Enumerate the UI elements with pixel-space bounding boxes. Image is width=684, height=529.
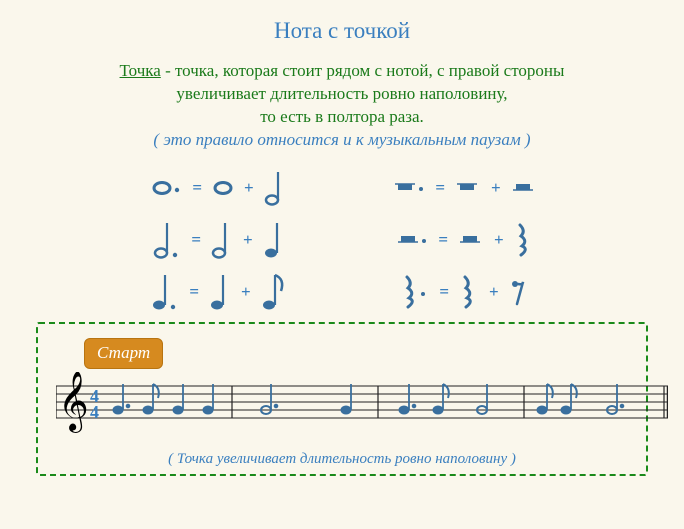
plus-sign: + <box>241 282 251 302</box>
eq-quarter-rest: = + <box>358 270 572 314</box>
half-note-icon <box>264 168 286 208</box>
equals-sign: = <box>438 230 448 250</box>
equals-sign: = <box>189 282 199 302</box>
treble-clef-icon: 𝄞 <box>58 372 89 433</box>
desc-line4: ( это правило относится и к музыкальным … <box>153 130 530 149</box>
eq-half-rest: = + <box>358 218 572 262</box>
page-title: Нота с точкой <box>20 18 664 44</box>
plus-sign: + <box>494 230 504 250</box>
eq-half-note: = + <box>112 218 326 262</box>
equals-sign: = <box>192 178 202 198</box>
half-rest-icon <box>511 177 537 199</box>
whole-rest-dotted-icon <box>393 177 425 199</box>
quarter-rest-icon <box>459 274 479 310</box>
quarter-note-icon <box>263 219 285 261</box>
desc-line2: увеличивает длительность ровно наполовин… <box>176 84 507 103</box>
half-rest-icon <box>458 229 484 251</box>
plus-sign: + <box>244 178 254 198</box>
quarter-rest-dotted-icon <box>401 274 429 310</box>
whole-note-dotted-icon <box>152 174 182 202</box>
eq-whole-note: = + <box>112 166 326 210</box>
footer-note: ( Точка увеличивает длительность ровно н… <box>56 451 628 468</box>
whole-note-icon <box>212 174 234 202</box>
whole-rest-icon <box>455 177 481 199</box>
equals-sign: = <box>439 282 449 302</box>
eighth-note-icon <box>261 271 287 313</box>
exercise-box: Старт <box>36 322 648 476</box>
equals-sign: = <box>435 178 445 198</box>
half-note-dotted-icon <box>153 219 181 261</box>
keyword-tochka: Точка <box>120 61 161 80</box>
quarter-note-icon <box>209 271 231 313</box>
half-note-icon <box>211 219 233 261</box>
time-sig-bot: 4 <box>90 402 99 422</box>
equals-sign: = <box>191 230 201 250</box>
plus-sign: + <box>489 282 499 302</box>
music-staff: 𝄞 4 4 <box>56 372 628 441</box>
equations-grid: = + = + = + = + <box>112 166 572 314</box>
description-block: Точка - точка, которая стоит рядом с нот… <box>20 60 664 152</box>
plus-sign: + <box>491 178 501 198</box>
plus-sign: + <box>243 230 253 250</box>
eighth-rest-icon <box>509 274 529 310</box>
start-button[interactable]: Старт <box>84 338 163 369</box>
quarter-note-dotted-icon <box>151 271 179 313</box>
quarter-rest-icon <box>514 222 534 258</box>
eq-quarter-note: = + <box>112 270 326 314</box>
desc-line3: то есть в полтора раза. <box>260 107 424 126</box>
desc-line1: - точка, которая стоит рядом с нотой, с … <box>161 61 565 80</box>
eq-whole-rest: = + <box>358 166 572 210</box>
half-rest-dotted-icon <box>396 229 428 251</box>
